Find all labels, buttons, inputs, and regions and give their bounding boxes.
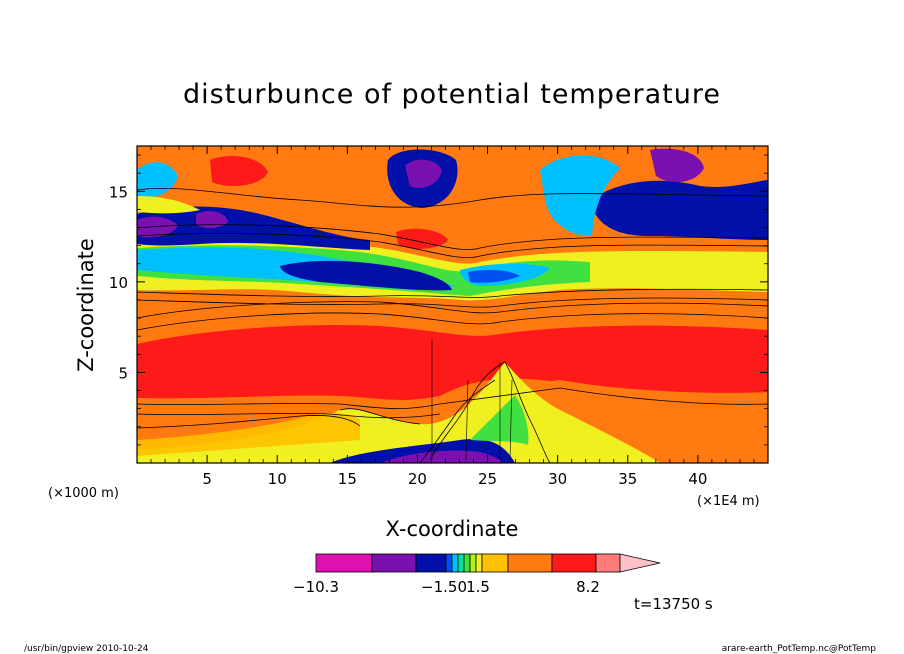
top-right-cyan bbox=[540, 155, 620, 236]
x-tick-label: 40 bbox=[688, 470, 707, 488]
x-tick-label: 15 bbox=[338, 470, 357, 488]
colorbar-label: −10.3 bbox=[293, 578, 339, 596]
colorbar-segment bbox=[415, 553, 447, 573]
colorbar-labels: −10.3 −1.50 1.5 8.2 bbox=[293, 578, 600, 596]
surface-light-orange bbox=[137, 412, 360, 456]
y-tick-label: 5 bbox=[118, 364, 128, 382]
y-axis: 5 10 15 bbox=[109, 154, 768, 446]
colorbar-segment bbox=[595, 553, 621, 573]
cold-blue-layer bbox=[137, 206, 370, 250]
x-tick-label: 25 bbox=[478, 470, 497, 488]
contour-lines bbox=[137, 188, 768, 463]
x-tick-label: 5 bbox=[202, 470, 212, 488]
footer-left: /usr/bin/gpview 2010-10-24 bbox=[24, 644, 149, 654]
footer-right: arare-earth_PotTemp.nc@PotTemp bbox=[722, 644, 877, 654]
top-right-cold-cell bbox=[590, 180, 768, 240]
y-axis-label: Z-coordinate bbox=[74, 238, 98, 372]
cold-purple-patch bbox=[137, 216, 178, 238]
x-tick-label: 20 bbox=[408, 470, 427, 488]
time-label: t=13750 s bbox=[634, 595, 713, 613]
colorbar-segment bbox=[315, 553, 373, 573]
colorbar-segment bbox=[451, 553, 459, 573]
x-axis-label: X-coordinate bbox=[386, 517, 519, 541]
colorbar-segment bbox=[469, 553, 477, 573]
x-axis: 5 10 15 20 25 30 35 40 bbox=[150, 146, 755, 488]
colorbar-segment bbox=[551, 553, 597, 573]
y-tick-label: 10 bbox=[109, 274, 128, 292]
x-tick-label: 35 bbox=[618, 470, 637, 488]
x-tick-label: 10 bbox=[268, 470, 287, 488]
colorbar-segment bbox=[457, 553, 465, 573]
x-tick-label: 30 bbox=[548, 470, 567, 488]
y-tick-label: 15 bbox=[109, 183, 128, 201]
surface-green bbox=[470, 395, 529, 445]
colorbar bbox=[315, 553, 661, 573]
top-left-yellow bbox=[137, 196, 200, 214]
cold-purple-patch-2 bbox=[196, 211, 228, 229]
plot-frame bbox=[136, 145, 769, 464]
warm-core-band bbox=[137, 324, 768, 401]
colorbar-extend-arrow bbox=[619, 553, 661, 573]
top-cold-cell-purple bbox=[405, 159, 442, 189]
colorbar-label: 8.2 bbox=[576, 578, 600, 596]
wave-disturbance-lines bbox=[431, 340, 513, 461]
colorbar-segment bbox=[481, 553, 509, 573]
top-right-purple bbox=[650, 148, 704, 183]
chart-title: disturbunce of potential temperature bbox=[183, 79, 721, 110]
colorbar-segment bbox=[445, 553, 453, 573]
colorbar-segment bbox=[463, 553, 471, 573]
mid-blue-lens bbox=[280, 260, 452, 291]
x-scale-note: (×1E4 m) bbox=[697, 494, 760, 509]
contour-field bbox=[137, 146, 768, 463]
colorbar-label: −1.50 bbox=[421, 578, 467, 596]
upper-red-patch-2 bbox=[396, 228, 448, 249]
colorbar-segment bbox=[507, 553, 553, 573]
x-unit-note: (×1000 m) bbox=[48, 486, 119, 501]
colorbar-segment bbox=[475, 553, 483, 573]
mid-blue-lens-2 bbox=[468, 269, 520, 283]
colorbar-label: 1.5 bbox=[466, 578, 490, 596]
colorbar-segment bbox=[371, 553, 417, 573]
upper-red-patch bbox=[210, 156, 268, 187]
